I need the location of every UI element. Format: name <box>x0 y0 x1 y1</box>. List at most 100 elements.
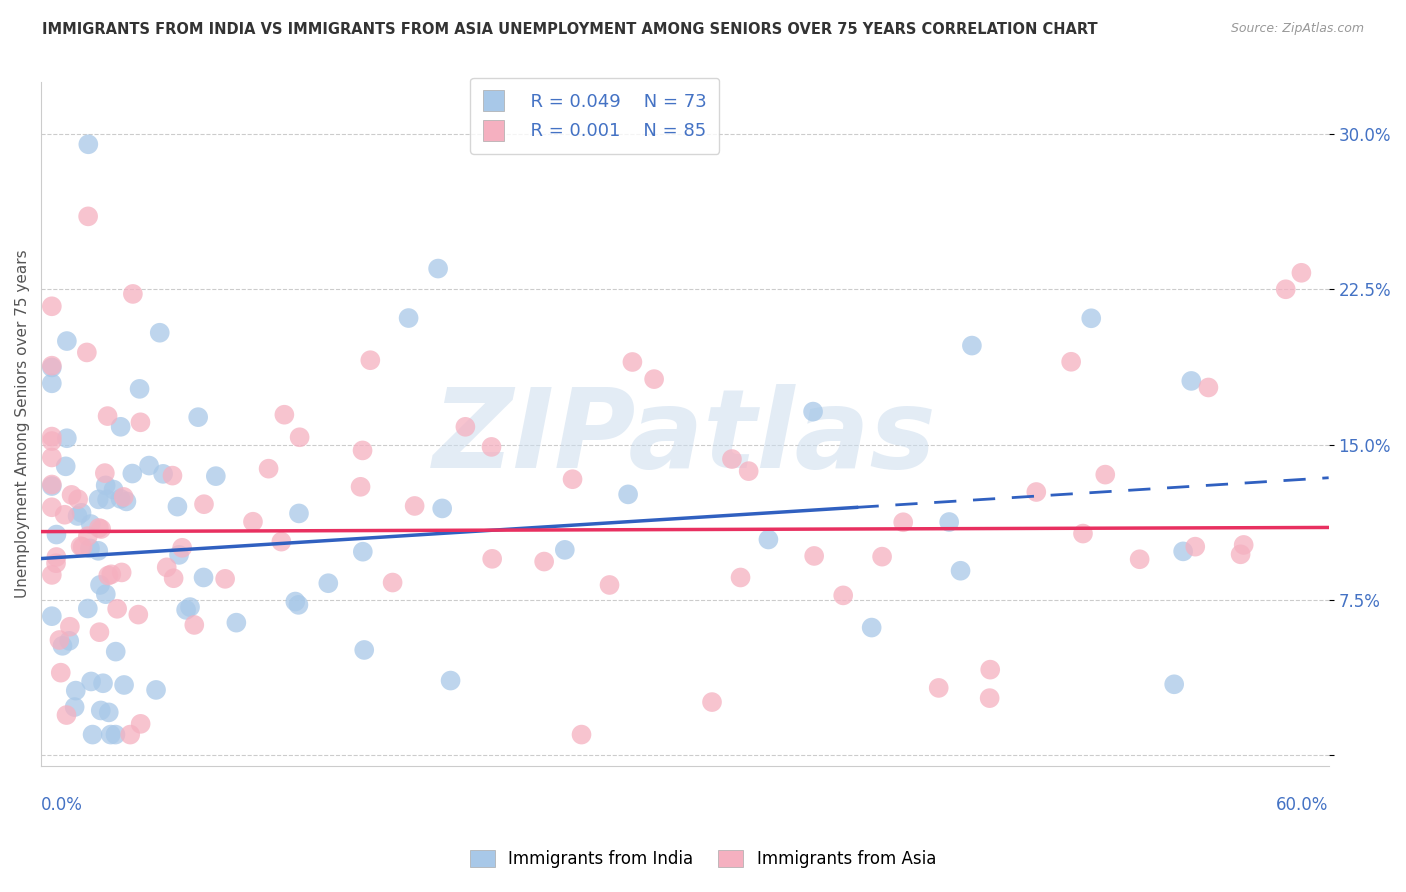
Point <box>398 311 420 326</box>
Text: 60.0%: 60.0% <box>1277 797 1329 814</box>
Point <box>174 603 197 617</box>
Point <box>80 674 103 689</box>
Point <box>949 564 972 578</box>
Point <box>41 429 63 443</box>
Point <box>730 570 752 584</box>
Point <box>1291 266 1313 280</box>
Point <box>273 408 295 422</box>
Point <box>571 728 593 742</box>
Point <box>860 621 883 635</box>
Point <box>284 594 307 608</box>
Point <box>121 467 143 481</box>
Point <box>1071 526 1094 541</box>
Point <box>617 487 640 501</box>
Point <box>167 548 190 562</box>
Point <box>76 601 98 615</box>
Point <box>349 480 371 494</box>
Point <box>94 466 117 480</box>
Point <box>193 497 215 511</box>
Point <box>172 541 194 555</box>
Point <box>891 515 914 529</box>
Text: 0.0%: 0.0% <box>41 797 83 814</box>
Point <box>1094 467 1116 482</box>
Point <box>76 345 98 359</box>
Point <box>122 287 145 301</box>
Point <box>439 673 461 688</box>
Text: ZIPatlas: ZIPatlas <box>433 384 936 491</box>
Point <box>94 478 117 492</box>
Point <box>561 472 583 486</box>
Point <box>87 492 110 507</box>
Point <box>41 299 63 313</box>
Point <box>801 404 824 418</box>
Point <box>105 601 128 615</box>
Point <box>352 443 374 458</box>
Point <box>41 500 63 515</box>
Point <box>80 516 103 531</box>
Point <box>1184 540 1206 554</box>
Point <box>359 353 381 368</box>
Point <box>832 588 855 602</box>
Point <box>257 461 280 475</box>
Point <box>90 703 112 717</box>
Point <box>288 430 311 444</box>
Point <box>318 576 340 591</box>
Point <box>288 507 311 521</box>
Point <box>41 450 63 465</box>
Point <box>55 459 77 474</box>
Point <box>621 355 644 369</box>
Point <box>870 549 893 564</box>
Point <box>533 555 555 569</box>
Point <box>129 716 152 731</box>
Point <box>270 534 292 549</box>
Point <box>758 533 780 547</box>
Point <box>111 566 134 580</box>
Point <box>41 360 63 375</box>
Point <box>214 572 236 586</box>
Point <box>599 578 621 592</box>
Point <box>100 567 122 582</box>
Point <box>287 598 309 612</box>
Point <box>149 326 172 340</box>
Point <box>56 431 79 445</box>
Point <box>187 410 209 425</box>
Point <box>432 501 454 516</box>
Point <box>128 382 150 396</box>
Point <box>91 676 114 690</box>
Point <box>53 508 76 522</box>
Legend:   R = 0.049    N = 73,   R = 0.001    N = 85: R = 0.049 N = 73, R = 0.001 N = 85 <box>470 78 720 153</box>
Point <box>979 691 1001 706</box>
Point <box>69 539 91 553</box>
Point <box>803 549 825 563</box>
Point <box>72 540 94 554</box>
Point <box>87 521 110 535</box>
Point <box>127 607 149 622</box>
Point <box>938 515 960 529</box>
Point <box>41 434 63 448</box>
Point <box>97 568 120 582</box>
Point <box>45 556 67 570</box>
Point <box>928 681 950 695</box>
Point <box>60 488 83 502</box>
Point <box>1233 538 1256 552</box>
Point <box>183 618 205 632</box>
Point <box>104 645 127 659</box>
Point <box>112 678 135 692</box>
Point <box>112 490 135 504</box>
Point <box>1274 282 1296 296</box>
Point <box>41 359 63 373</box>
Point <box>554 542 576 557</box>
Point <box>96 492 118 507</box>
Point <box>1025 485 1047 500</box>
Point <box>66 508 89 523</box>
Point <box>352 544 374 558</box>
Point <box>103 483 125 497</box>
Point <box>1180 374 1202 388</box>
Point <box>55 708 77 723</box>
Point <box>353 643 375 657</box>
Point <box>49 665 72 680</box>
Point <box>643 372 665 386</box>
Point <box>193 570 215 584</box>
Point <box>63 700 86 714</box>
Point <box>89 625 111 640</box>
